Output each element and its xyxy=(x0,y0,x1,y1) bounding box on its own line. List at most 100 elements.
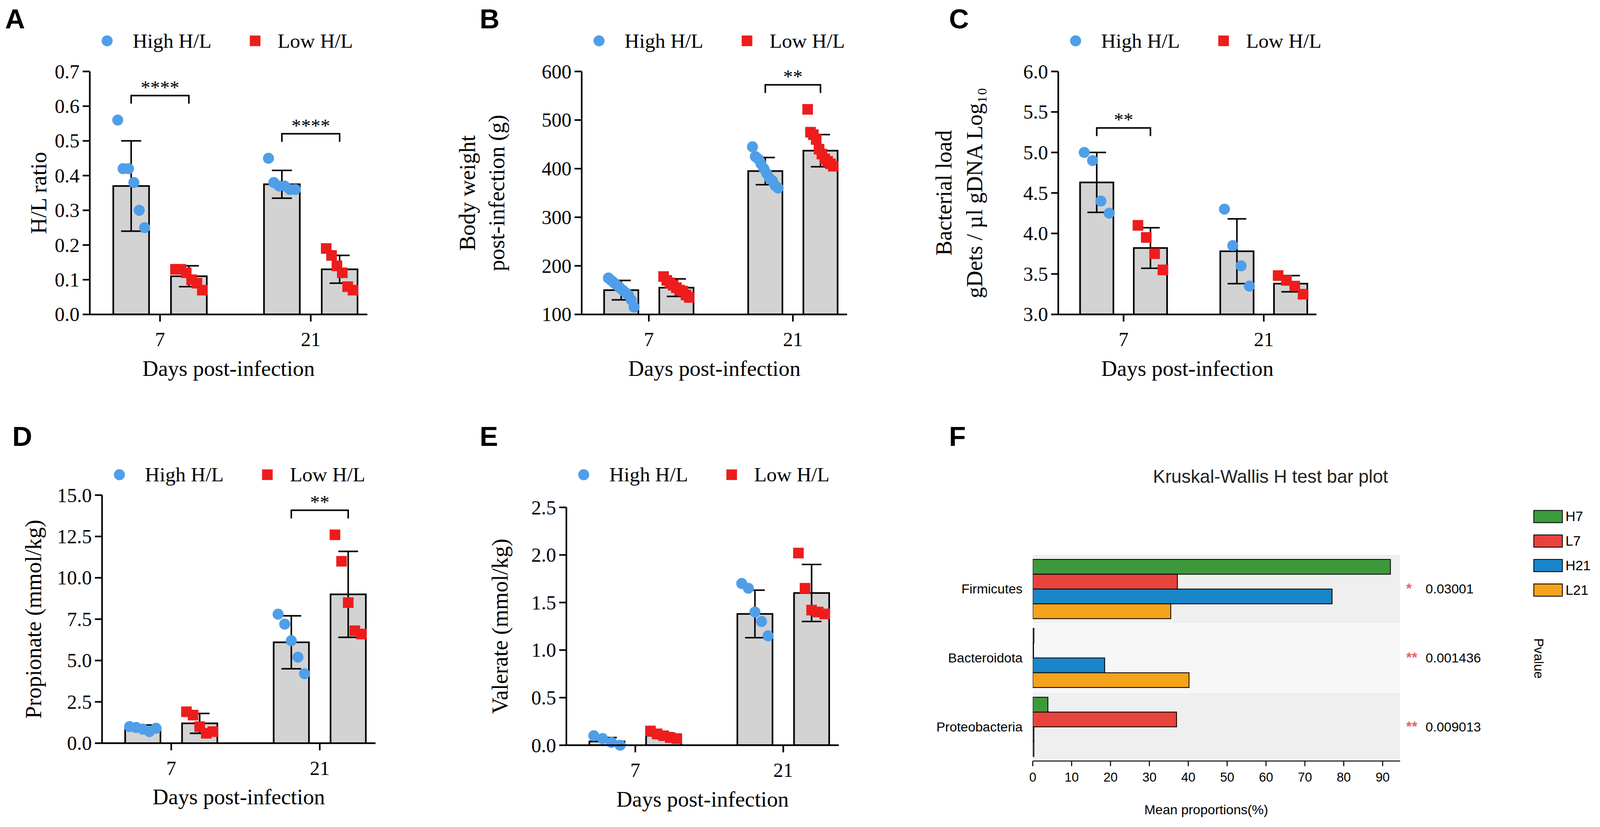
x-tick xyxy=(1304,761,1306,767)
legend-marker xyxy=(1533,559,1563,572)
x-axis xyxy=(566,743,839,746)
x-tick xyxy=(1122,314,1125,322)
y-tick-label: 200 xyxy=(541,254,572,277)
point xyxy=(279,618,291,630)
band xyxy=(1032,554,1401,623)
y-axis-title: gDets / µl gDNA Log₁₀ xyxy=(962,87,987,299)
point xyxy=(133,204,145,216)
panel-label: A xyxy=(5,3,26,35)
legend-marker xyxy=(1533,534,1563,547)
x-tick xyxy=(1262,314,1265,322)
x-tick-label: 30 xyxy=(1142,769,1157,785)
points xyxy=(602,103,839,313)
y-tick xyxy=(82,209,90,211)
y-tick-label: 0.0 xyxy=(54,302,80,326)
x-axis xyxy=(1058,313,1317,315)
point xyxy=(347,284,359,295)
point xyxy=(683,292,695,303)
y-tick xyxy=(574,264,582,267)
x-axis-title: Days post-infection xyxy=(1101,356,1274,381)
point xyxy=(128,176,140,188)
x-axis xyxy=(581,313,848,315)
y-axis-title: Body weight xyxy=(455,135,480,251)
point xyxy=(329,529,340,540)
significance-label: ** xyxy=(1114,108,1134,130)
y-axis-title: Propionate (mmol/kg) xyxy=(21,519,47,719)
y-tick xyxy=(559,743,567,746)
y-tick xyxy=(82,105,90,107)
x-tick-label: 20 xyxy=(1103,769,1118,785)
y-tick-label: 0.6 xyxy=(54,95,80,118)
x-tick xyxy=(782,744,784,753)
y-tick-label: 300 xyxy=(541,206,572,229)
y-tick-label: 500 xyxy=(541,108,572,131)
legend-marker xyxy=(578,468,589,480)
y-tick-label: 0.2 xyxy=(54,233,80,257)
y-tick xyxy=(95,576,103,579)
y-tick-label: 0.1 xyxy=(54,268,80,291)
y-tick-label: 100 xyxy=(541,302,572,326)
x-tick-label: 70 xyxy=(1297,769,1313,785)
y-axis-title: H/L ratio xyxy=(26,151,52,234)
points xyxy=(1078,147,1309,300)
y-tick-label: 600 xyxy=(541,60,572,83)
bars xyxy=(113,140,358,315)
x-tick xyxy=(319,743,321,751)
y-tick xyxy=(1051,232,1059,234)
point xyxy=(1149,248,1160,259)
legend-label: High H/L xyxy=(145,463,225,486)
y-tick xyxy=(1051,313,1059,315)
x-tick xyxy=(1071,761,1073,767)
x-axis-title: Days post-infection xyxy=(152,784,326,809)
x-tick xyxy=(1149,761,1151,767)
point xyxy=(799,582,811,594)
point xyxy=(811,134,822,145)
y-tick xyxy=(95,618,103,620)
x-tick xyxy=(1265,761,1267,767)
significance-label: ** xyxy=(1406,648,1418,665)
bar xyxy=(1032,559,1391,574)
bar xyxy=(263,184,300,315)
y-tick xyxy=(82,243,90,246)
legend-marker xyxy=(101,35,113,47)
x-axis-title: Days post-infection xyxy=(616,787,789,812)
x-axis-title: Days post-infection xyxy=(142,356,315,381)
y-tick-label: 1.0 xyxy=(531,638,557,661)
legend-marker xyxy=(1218,35,1229,46)
category-label: Firmicutes xyxy=(961,581,1023,597)
y-tick xyxy=(574,313,582,315)
point xyxy=(762,630,774,641)
x-tick-label: 80 xyxy=(1336,769,1351,785)
y-tick xyxy=(95,700,103,703)
point xyxy=(262,152,274,164)
point xyxy=(299,667,311,679)
legend-marker xyxy=(113,468,125,480)
x-tick xyxy=(1032,761,1034,767)
y-tick-label: 0.4 xyxy=(54,164,80,187)
x-axis xyxy=(102,742,376,744)
x-tick-label: 21 xyxy=(300,328,321,351)
point xyxy=(122,163,134,174)
y-tick xyxy=(559,648,567,651)
panel-label: B xyxy=(479,3,500,35)
x-axis xyxy=(89,313,368,315)
bar xyxy=(1032,573,1178,589)
legend-marker xyxy=(261,469,273,480)
bars xyxy=(125,551,366,744)
point xyxy=(337,267,348,278)
error-bar xyxy=(1141,227,1160,269)
legend-marker xyxy=(593,35,605,47)
y-tick xyxy=(574,70,582,72)
x-tick xyxy=(170,743,173,751)
legend-marker xyxy=(741,35,753,46)
legend-marker xyxy=(1070,35,1082,47)
point xyxy=(1095,195,1107,207)
legend-marker xyxy=(250,35,261,46)
legend-label: L7 xyxy=(1565,533,1581,549)
y-tick-label: 3.0 xyxy=(1023,302,1049,326)
point xyxy=(749,606,761,618)
point xyxy=(355,628,367,640)
legend-label: Low H/L xyxy=(1245,29,1322,52)
point xyxy=(336,555,347,567)
y-tick xyxy=(574,119,582,121)
